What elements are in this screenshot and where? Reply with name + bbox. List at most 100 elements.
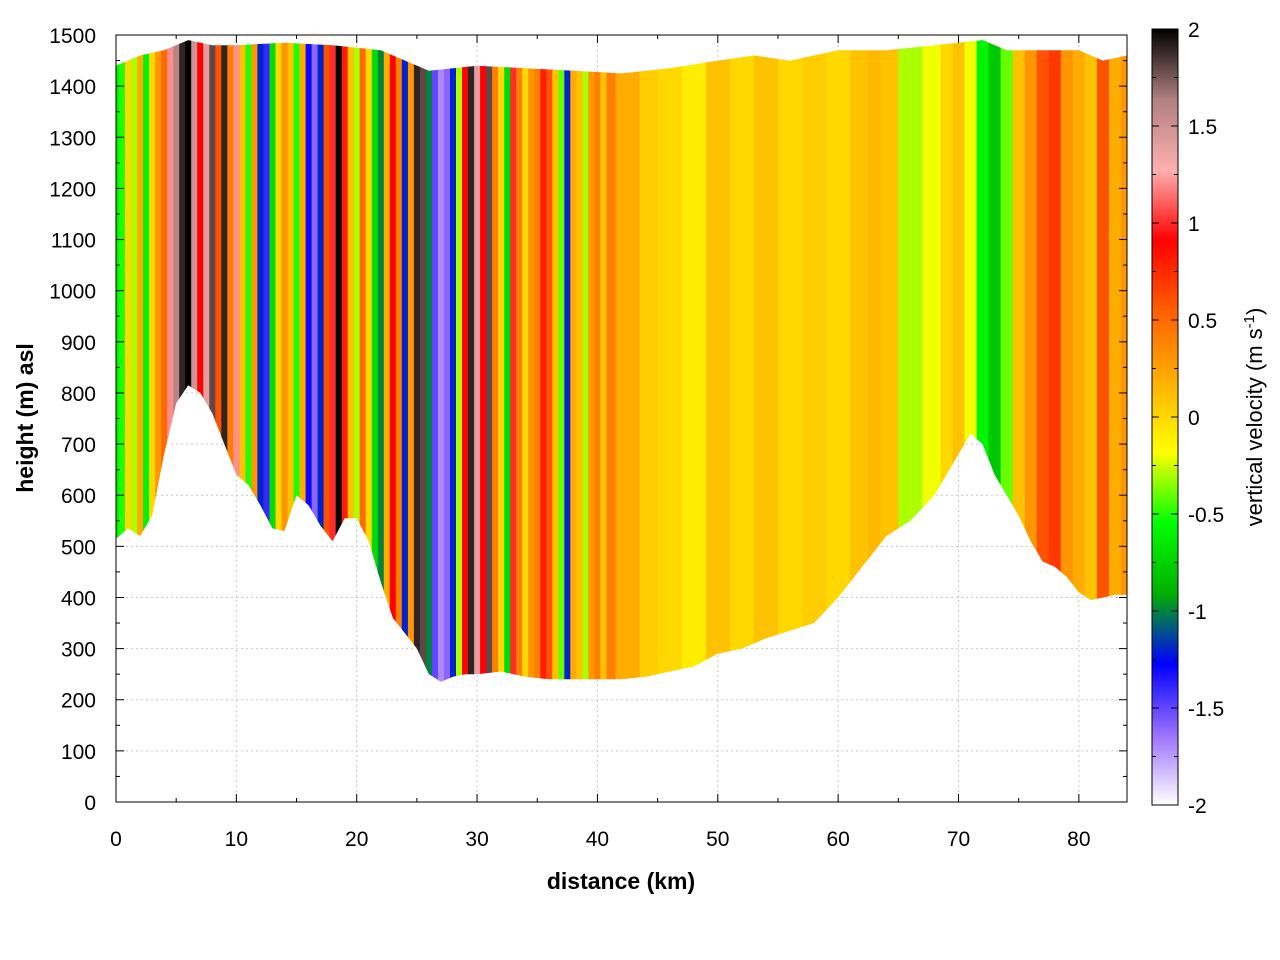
velocity-column (365, 40, 373, 682)
colorbar-tick-label: -2 (1188, 795, 1207, 818)
velocity-column (498, 40, 505, 682)
colorbar-tick-label: -1.5 (1188, 698, 1224, 721)
velocity-column (203, 40, 210, 682)
y-tick-label: 900 (61, 332, 96, 355)
velocity-column (976, 40, 990, 682)
x-tick-label: 80 (1067, 828, 1090, 851)
velocity-column (341, 40, 349, 682)
velocity-column (209, 40, 216, 682)
y-tick-label: 600 (61, 485, 96, 508)
velocity-column (149, 40, 156, 682)
velocity-column (564, 40, 571, 682)
y-axis-ticks: 0 100 200 300 400 500 600 700 800 900 1000 1100 1200… (49, 25, 1127, 815)
velocity-column (474, 40, 481, 682)
y-tick-label: 300 (61, 639, 96, 662)
velocity-column (600, 40, 607, 682)
velocity-column (1121, 40, 1127, 682)
velocity-column (705, 40, 731, 682)
velocity-column (468, 40, 475, 682)
velocity-column (606, 40, 617, 682)
velocity-column (594, 40, 601, 682)
velocity-column (486, 40, 493, 682)
velocity-column (588, 40, 595, 682)
velocity-column (317, 40, 325, 682)
y-tick-label: 1400 (49, 76, 96, 99)
velocity-column (239, 40, 246, 682)
velocity-column (347, 40, 355, 682)
velocity-column (850, 40, 869, 682)
velocity-column (753, 40, 779, 682)
x-tick-label: 0 (110, 828, 122, 851)
velocity-column (1048, 40, 1062, 682)
y-tick-label: 400 (61, 587, 96, 610)
y-tick-label: 200 (61, 690, 96, 713)
velocity-column (1000, 40, 1014, 682)
velocity-field (116, 40, 1127, 682)
velocity-column (681, 40, 707, 682)
colorbar-title-end: ) (1242, 308, 1267, 315)
y-tick-label: 100 (61, 741, 96, 764)
velocity-column (299, 40, 307, 682)
velocity-column (450, 40, 457, 682)
velocity-column (173, 40, 180, 682)
velocity-column (438, 40, 445, 682)
velocity-column (456, 40, 463, 682)
velocity-column (1060, 40, 1074, 682)
y-tick-label: 1000 (49, 281, 96, 304)
velocity-column (868, 40, 881, 682)
velocity-column (425, 40, 433, 682)
velocity-column (293, 40, 301, 682)
velocity-column (179, 40, 186, 682)
colorbar-tick-label: 1.5 (1188, 116, 1217, 139)
y-tick-label: 800 (61, 383, 96, 406)
y-tick-label: 1200 (49, 178, 96, 201)
velocity-column (323, 40, 331, 682)
velocity-column (353, 40, 361, 682)
velocity-column (281, 40, 289, 682)
x-axis-ticks: 0 10 20 30 40 50 60 70 80 (110, 35, 1091, 851)
x-tick-label: 70 (947, 828, 970, 851)
velocity-column (359, 40, 367, 682)
colorbar-title: vertical velocity (m s-1) (1241, 308, 1268, 527)
x-tick-label: 50 (706, 828, 729, 851)
velocity-column (161, 40, 168, 682)
colorbar-tick-label: 0.5 (1188, 310, 1217, 333)
velocity-column (137, 40, 144, 682)
velocity-column (377, 40, 385, 682)
velocity-column (504, 40, 511, 682)
velocity-column (826, 40, 851, 682)
colorbar-tick-label: -0.5 (1188, 504, 1224, 527)
velocity-column (419, 40, 427, 682)
velocity-column (221, 40, 228, 682)
velocity-column (275, 40, 283, 682)
velocity-column (185, 40, 192, 682)
x-tick-label: 40 (586, 828, 609, 851)
velocity-column (395, 40, 403, 682)
y-tick-label: 500 (61, 536, 96, 559)
velocity-column (988, 40, 1002, 682)
velocity-column (898, 40, 923, 682)
colorbar-tick-label: -1 (1188, 601, 1207, 624)
velocity-column (1072, 40, 1086, 682)
velocity-column (778, 40, 803, 682)
velocity-column (1024, 40, 1038, 682)
velocity-column (802, 40, 827, 682)
velocity-column (558, 40, 565, 682)
velocity-column (570, 40, 577, 682)
velocity-column (1096, 40, 1110, 682)
y-tick-label: 1100 (51, 230, 96, 253)
velocity-column (940, 40, 953, 682)
velocity-column (480, 40, 487, 682)
x-tick-label: 30 (465, 828, 488, 851)
velocity-column (516, 40, 523, 682)
colorbar-title-sup: -1 (1241, 315, 1258, 328)
velocity-column (401, 40, 409, 682)
velocity-column (257, 40, 264, 682)
velocity-column (1036, 40, 1050, 682)
velocity-column (546, 40, 553, 682)
velocity-column (964, 40, 978, 682)
colorbar-ticks: 2 1.5 1 0.5 0 -0.5 -1 -1.5 -2 (1152, 19, 1224, 818)
velocity-column (627, 40, 641, 682)
velocity-column (167, 40, 174, 682)
velocity-column (143, 40, 150, 682)
